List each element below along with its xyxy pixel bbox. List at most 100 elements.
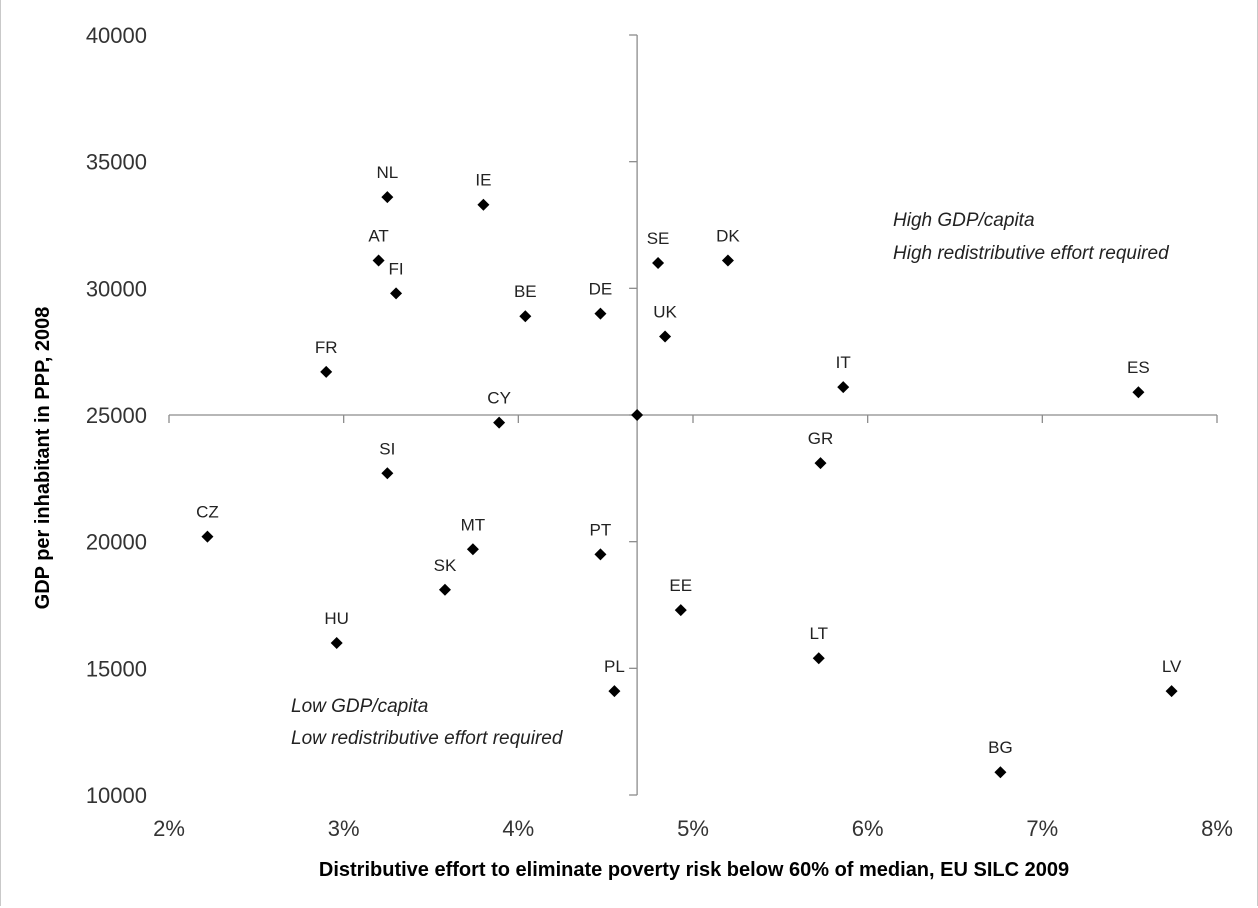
data-point: FR	[315, 338, 338, 378]
x-tick-label: 5%	[677, 816, 709, 841]
x-tick-label: 4%	[502, 816, 534, 841]
x-tick-label: 8%	[1201, 816, 1233, 841]
diamond-marker	[1165, 685, 1178, 698]
y-tick-label: 35000	[86, 150, 147, 175]
point-label: LV	[1162, 657, 1182, 676]
diamond-marker	[372, 254, 385, 267]
diamond-marker	[814, 457, 827, 470]
diamond-marker	[438, 583, 451, 596]
data-point: CZ	[196, 503, 219, 543]
data-point: BE	[514, 282, 537, 323]
diamond-marker	[994, 766, 1007, 779]
x-axis-label: Distributive effort to eliminate poverty…	[319, 859, 1069, 881]
point-label: BG	[988, 738, 1013, 757]
diamond-marker	[390, 287, 403, 300]
diamond-marker	[594, 548, 607, 561]
point-label: CY	[487, 389, 511, 408]
point-label: SK	[434, 556, 457, 575]
data-point: ES	[1127, 358, 1150, 399]
y-tick-label: 15000	[86, 656, 147, 681]
point-label: HU	[324, 609, 349, 628]
data-point: PL	[604, 657, 625, 698]
point-label: IE	[475, 171, 491, 190]
x-tick-label: 2%	[153, 816, 185, 841]
diamond-marker	[381, 191, 394, 204]
point-label: GR	[808, 429, 834, 448]
y-tick-label: 25000	[86, 403, 147, 428]
axes	[168, 34, 1218, 796]
point-label: DE	[589, 280, 613, 299]
point-label: PL	[604, 657, 625, 676]
data-point: NL	[376, 163, 398, 204]
point-label: IT	[836, 353, 851, 372]
y-tick-label: 10000	[86, 783, 147, 808]
data-point: MT	[461, 515, 486, 556]
diamond-marker	[320, 365, 333, 378]
data-point: DE	[589, 280, 613, 320]
diamond-marker	[674, 604, 687, 617]
point-label: SE	[647, 229, 670, 248]
x-tick-label: 7%	[1026, 816, 1058, 841]
data-point: BG	[988, 738, 1013, 779]
data-point: GR	[808, 429, 834, 470]
diamond-marker	[659, 330, 672, 343]
point-label: DK	[716, 226, 740, 245]
point-label: EE	[669, 576, 692, 595]
point-label: PT	[590, 520, 612, 539]
diamond-marker	[812, 652, 825, 665]
diamond-marker	[721, 254, 734, 267]
data-point: EE	[669, 576, 692, 617]
annotation-high: High GDP/capita High redistributive effo…	[893, 210, 1170, 264]
point-label: FI	[389, 259, 404, 278]
point-label: UK	[653, 302, 677, 321]
point-label: FR	[315, 338, 338, 357]
data-point: AT	[368, 226, 389, 267]
diamond-marker	[652, 257, 665, 269]
data-point: IE	[475, 171, 491, 211]
point-label: LT	[809, 624, 828, 643]
point-label: CZ	[196, 503, 219, 522]
annotation-low-line-1: Low GDP/capita	[291, 696, 428, 717]
diamond-marker	[519, 310, 532, 323]
data-point: UK	[653, 302, 678, 343]
point-label: ES	[1127, 358, 1150, 377]
tick-labels: 2% 3% 4% 5% 6% 7% 8% 10000 15000 20000 25000 30000 3…	[86, 23, 1233, 841]
data-point: DK	[716, 226, 740, 267]
data-point: SI	[379, 439, 395, 480]
diamond-marker	[477, 198, 490, 211]
y-axis-label: GDP per inhabitant in PPP, 2008	[32, 307, 54, 610]
point-label: AT	[368, 226, 388, 245]
diamond-marker	[493, 416, 506, 429]
diamond-marker	[330, 637, 343, 649]
diamond-marker	[837, 381, 850, 394]
diamond-marker	[201, 530, 214, 543]
diamond-marker	[594, 307, 607, 320]
x-tick-label: 6%	[852, 816, 884, 841]
data-point: LV	[1162, 657, 1182, 698]
data-point: PT	[590, 520, 612, 561]
annotation-high-line-1: High GDP/capita	[893, 210, 1035, 231]
diamond-marker	[608, 685, 621, 698]
point-label: SI	[379, 439, 395, 458]
data-point: FI	[389, 259, 404, 300]
data-point: IT	[836, 353, 851, 394]
point-label: BE	[514, 282, 537, 301]
data-point	[631, 409, 644, 421]
annotation-low: Low GDP/capita Low redistributive effort…	[291, 696, 564, 749]
diamond-marker	[1132, 386, 1145, 399]
diamond-marker	[631, 409, 644, 421]
data-point: HU	[324, 609, 349, 649]
data-point: CY	[487, 389, 511, 429]
data-point: LT	[809, 624, 828, 665]
point-label: NL	[376, 163, 398, 182]
diamond-marker	[466, 543, 479, 556]
point-label: MT	[461, 515, 486, 534]
diamond-marker	[381, 467, 394, 480]
data-point: SK	[434, 556, 457, 596]
data-point: SE	[647, 229, 670, 269]
annotation-low-line-2: Low redistributive effort required	[291, 728, 564, 749]
x-tick-label: 3%	[328, 816, 360, 841]
y-tick-label: 30000	[86, 276, 147, 301]
